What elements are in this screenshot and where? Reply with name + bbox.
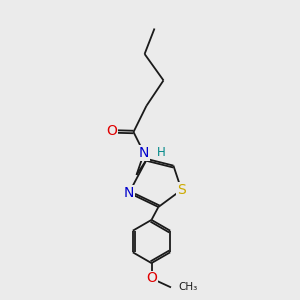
Text: S: S — [177, 183, 186, 197]
Text: H: H — [157, 146, 166, 159]
Text: N: N — [139, 146, 149, 160]
Text: N: N — [124, 186, 134, 200]
Text: O: O — [106, 124, 117, 138]
Text: CH₃: CH₃ — [178, 282, 198, 292]
Text: O: O — [146, 272, 157, 285]
